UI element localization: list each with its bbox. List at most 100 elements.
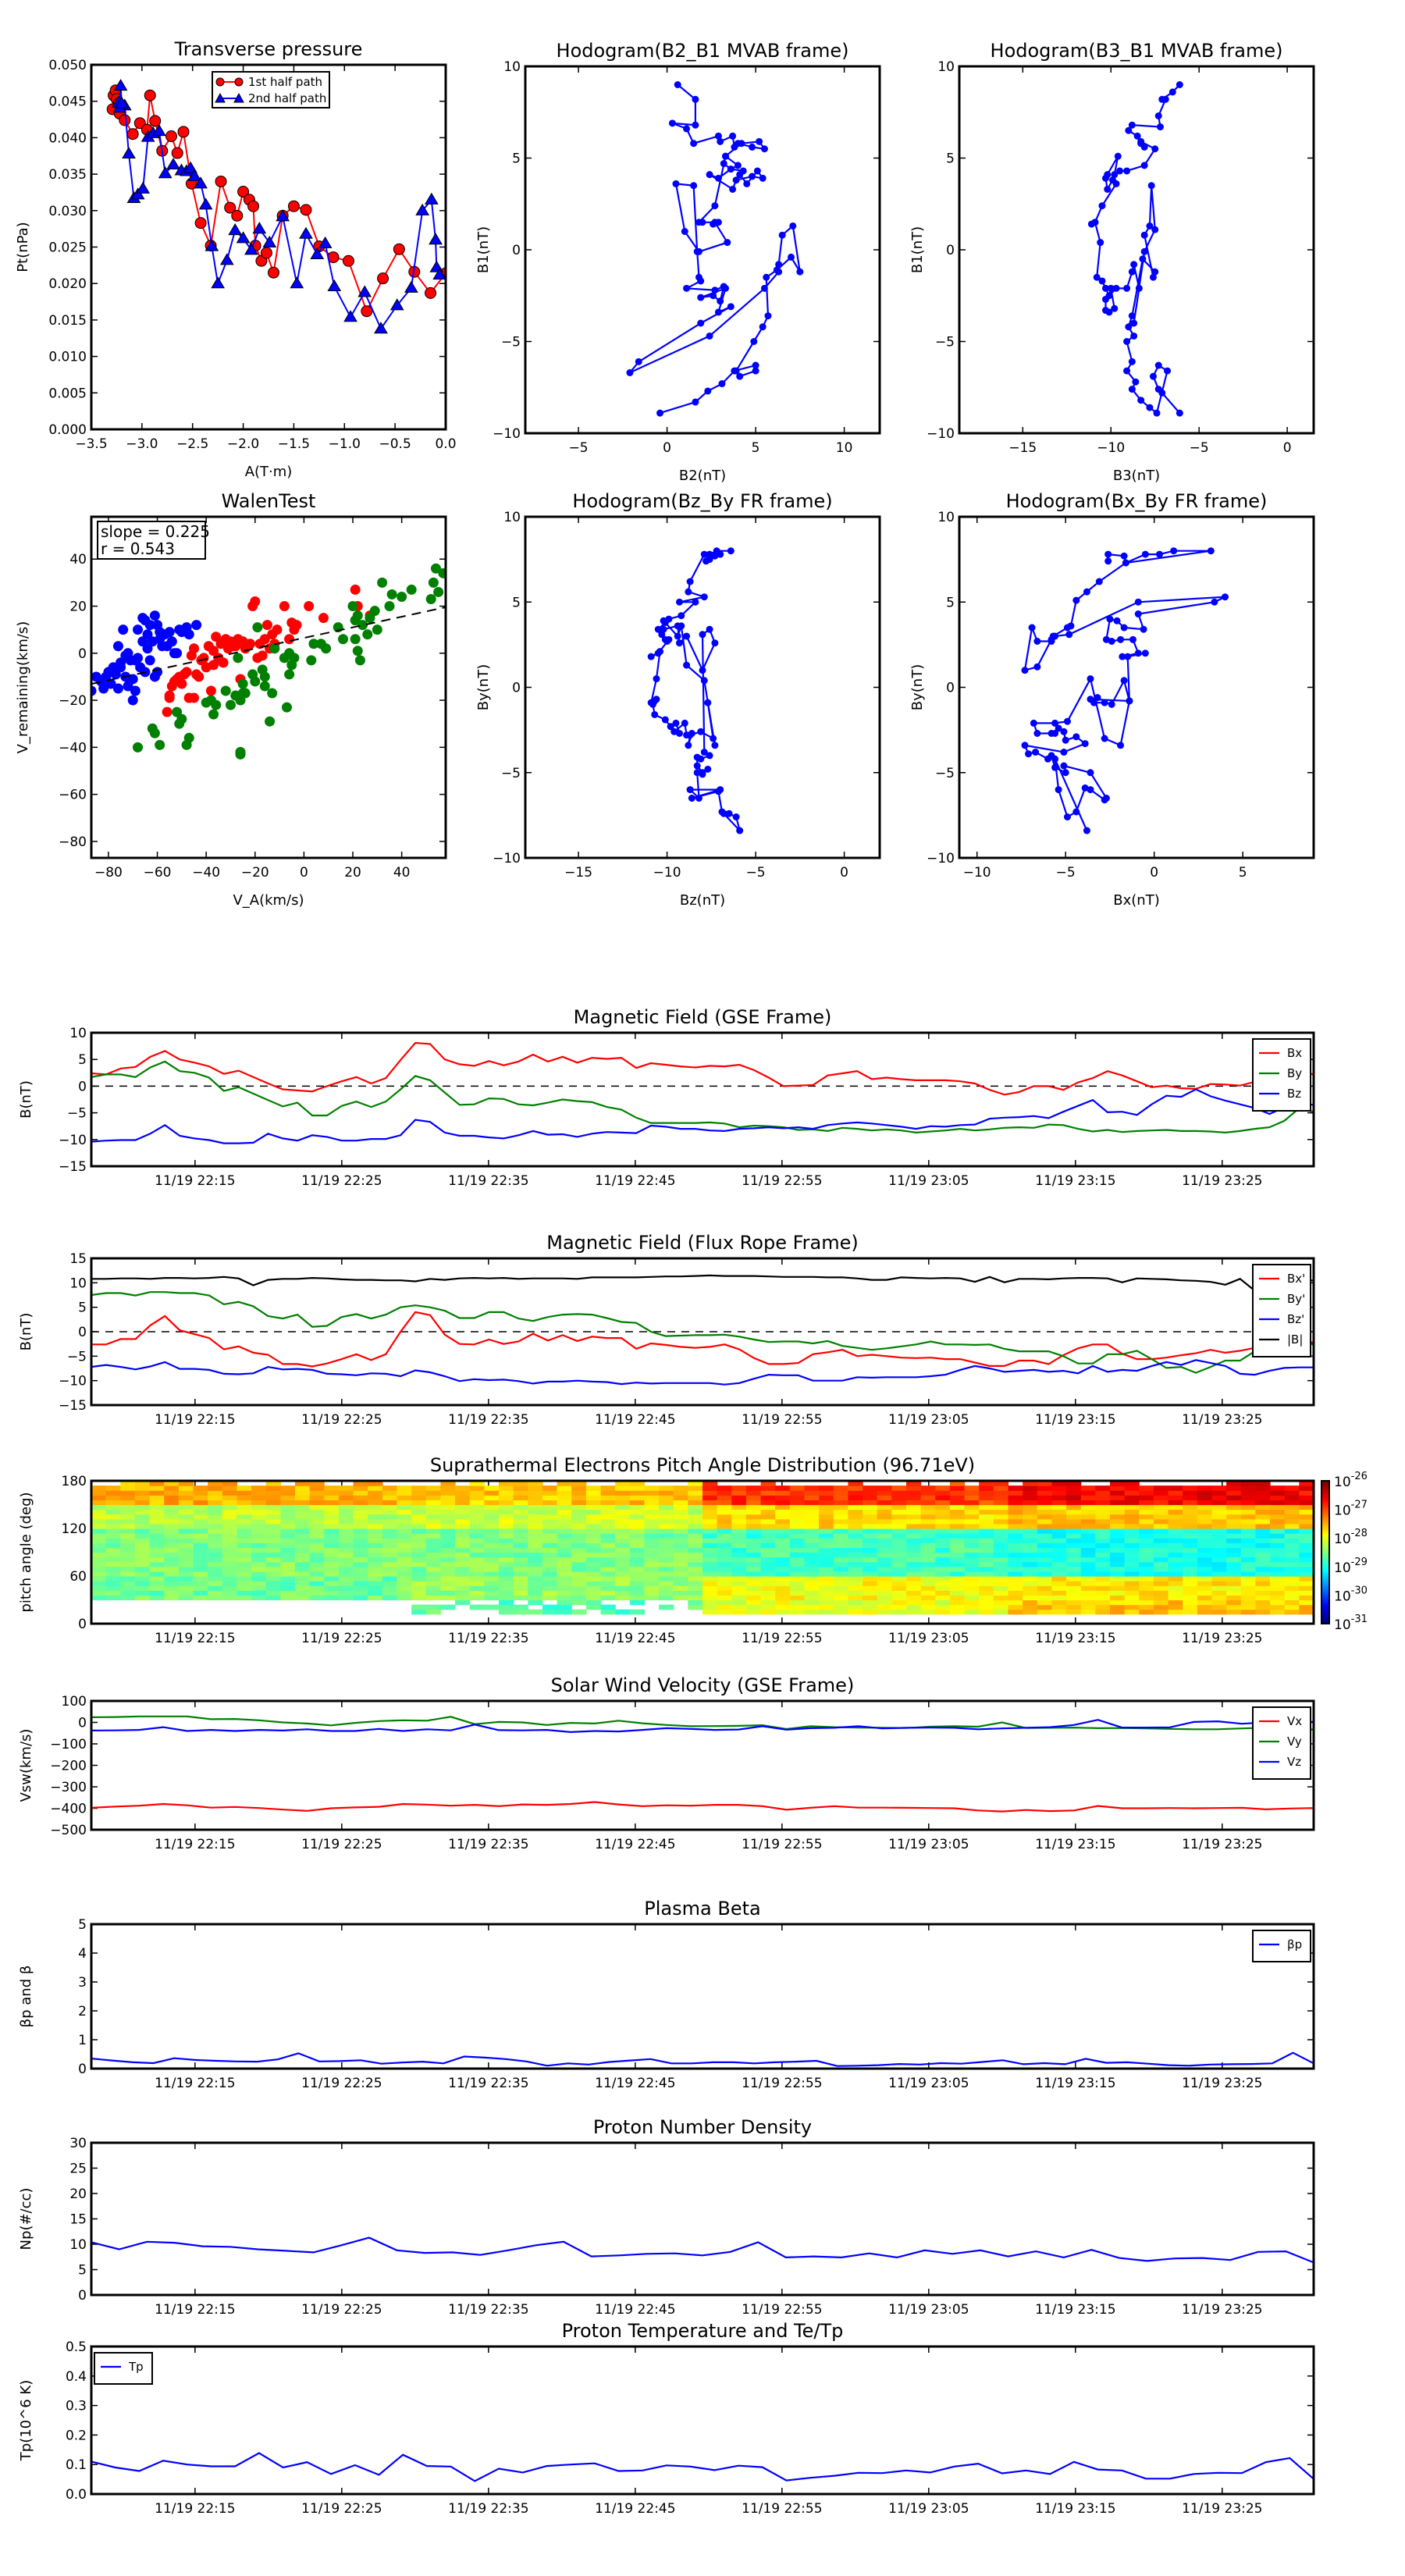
- heatmap-cell: [382, 1590, 398, 1596]
- heatmap-cell: [571, 1500, 587, 1506]
- heatmap-cell: [382, 1561, 398, 1567]
- data-point: [753, 167, 761, 175]
- legend-label: By: [1287, 1066, 1302, 1080]
- legend-label: 2nd half path: [248, 91, 326, 105]
- heatmap-cell: [105, 1528, 121, 1534]
- data-point: [686, 578, 694, 585]
- heatmap-cell: [178, 1576, 194, 1582]
- data-point: [736, 372, 744, 380]
- heatmap-cell: [425, 1581, 442, 1586]
- heatmap-cell: [935, 1495, 951, 1500]
- heatmap-cell: [208, 1481, 223, 1486]
- heatmap-cell: [1080, 1547, 1096, 1553]
- plot-area: [91, 563, 446, 760]
- heatmap-cell: [1211, 1523, 1227, 1529]
- data-point: [732, 176, 740, 184]
- heatmap-cell: [528, 1518, 543, 1525]
- heatmap-cell: [659, 1495, 674, 1500]
- scatter-point: [350, 634, 361, 645]
- heatmap-cell: [542, 1552, 558, 1558]
- scatter-point: [235, 749, 246, 760]
- heatmap-cell: [615, 1590, 631, 1596]
- heatmap-cell: [891, 1557, 907, 1563]
- data-point: [656, 648, 664, 656]
- heatmap-cell: [1255, 1581, 1271, 1586]
- heatmap-cell: [935, 1528, 951, 1534]
- heatmap-cell: [1139, 1557, 1154, 1563]
- colorbar-segment: [1321, 1566, 1329, 1570]
- heatmap-cell: [789, 1528, 806, 1534]
- scatter-point: [245, 639, 256, 649]
- heatmap-cell: [804, 1528, 820, 1534]
- heatmap-cell: [397, 1585, 412, 1591]
- y-tick-label: 1: [78, 2033, 87, 2048]
- data-point: [1123, 167, 1131, 175]
- heatmap-cell: [615, 1481, 631, 1486]
- heatmap-cell: [208, 1495, 223, 1500]
- heatmap-cell: [629, 1518, 646, 1525]
- heatmap-cell: [760, 1481, 776, 1486]
- heatmap-cell: [1051, 1528, 1067, 1534]
- heatmap-cell: [1023, 1552, 1038, 1558]
- data-point: [1130, 319, 1138, 327]
- heatmap-cell: [1008, 1514, 1023, 1520]
- heatmap-cell: [600, 1595, 616, 1601]
- heatmap-cell: [120, 1538, 136, 1543]
- heatmap-cell: [295, 1495, 311, 1500]
- heatmap-cell: [731, 1509, 747, 1515]
- heatmap-cell: [775, 1604, 791, 1610]
- heatmap-cell: [411, 1533, 427, 1539]
- heatmap-cell: [979, 1533, 994, 1539]
- axes-frame: [524, 65, 881, 435]
- heatmap-cell: [877, 1585, 892, 1591]
- data-point: [729, 132, 737, 140]
- heatmap-cell: [1139, 1518, 1154, 1525]
- heatmap-cell: [251, 1533, 267, 1539]
- heatmap-cell: [1226, 1566, 1242, 1572]
- heatmap-cell: [499, 1542, 514, 1548]
- heatmap-cell: [542, 1566, 558, 1572]
- x-tick-label: 11/19 23:05: [888, 1631, 969, 1646]
- heatmap-cell: [789, 1514, 806, 1520]
- heatmap-cell: [1008, 1581, 1023, 1586]
- legend-label: Vx: [1287, 1714, 1302, 1728]
- heatmap-cell: [1008, 1576, 1023, 1582]
- heatmap-cell: [1168, 1547, 1183, 1553]
- heatmap-cell: [1255, 1571, 1271, 1577]
- heatmap-cell: [353, 1547, 368, 1553]
- heatmap-cell: [775, 1590, 791, 1596]
- data-point: [725, 809, 733, 817]
- y-tick-label: 10: [69, 1276, 87, 1291]
- heatmap-cell: [295, 1518, 311, 1525]
- heatmap-cell: [600, 1585, 616, 1591]
- heatmap-cell: [368, 1561, 383, 1567]
- heatmap-cell: [760, 1609, 776, 1615]
- heatmap-cell: [1226, 1542, 1242, 1548]
- scatter-point: [240, 688, 251, 699]
- heatmap-cell: [1095, 1547, 1111, 1553]
- heatmap-cell: [600, 1528, 616, 1534]
- heatmap-cell: [265, 1557, 281, 1563]
- heatmap-cell: [295, 1504, 311, 1510]
- heatmap-cell: [1008, 1557, 1023, 1563]
- heatmap-cell: [295, 1547, 311, 1553]
- heatmap-cell: [1066, 1561, 1082, 1567]
- heatmap-cell: [1110, 1538, 1126, 1543]
- heatmap-cell: [120, 1542, 136, 1548]
- heatmap-cell: [1211, 1547, 1227, 1553]
- heatmap-cell: [557, 1599, 572, 1606]
- colorbar-segment: [1321, 1516, 1329, 1520]
- heatmap-cell: [848, 1481, 863, 1486]
- scatter-point: [267, 688, 278, 699]
- heatmap-cell: [208, 1590, 223, 1596]
- x-tick-label: 0: [840, 865, 848, 881]
- heatmap-cell: [585, 1490, 602, 1496]
- heatmap-cell: [557, 1547, 572, 1553]
- chart-title: Plasma Beta: [644, 1898, 760, 1920]
- data-point: [1137, 137, 1145, 145]
- data-point: [697, 319, 705, 327]
- heatmap-cell: [265, 1542, 281, 1548]
- heatmap-cell: [644, 1528, 660, 1534]
- heatmap-cell: [265, 1590, 281, 1596]
